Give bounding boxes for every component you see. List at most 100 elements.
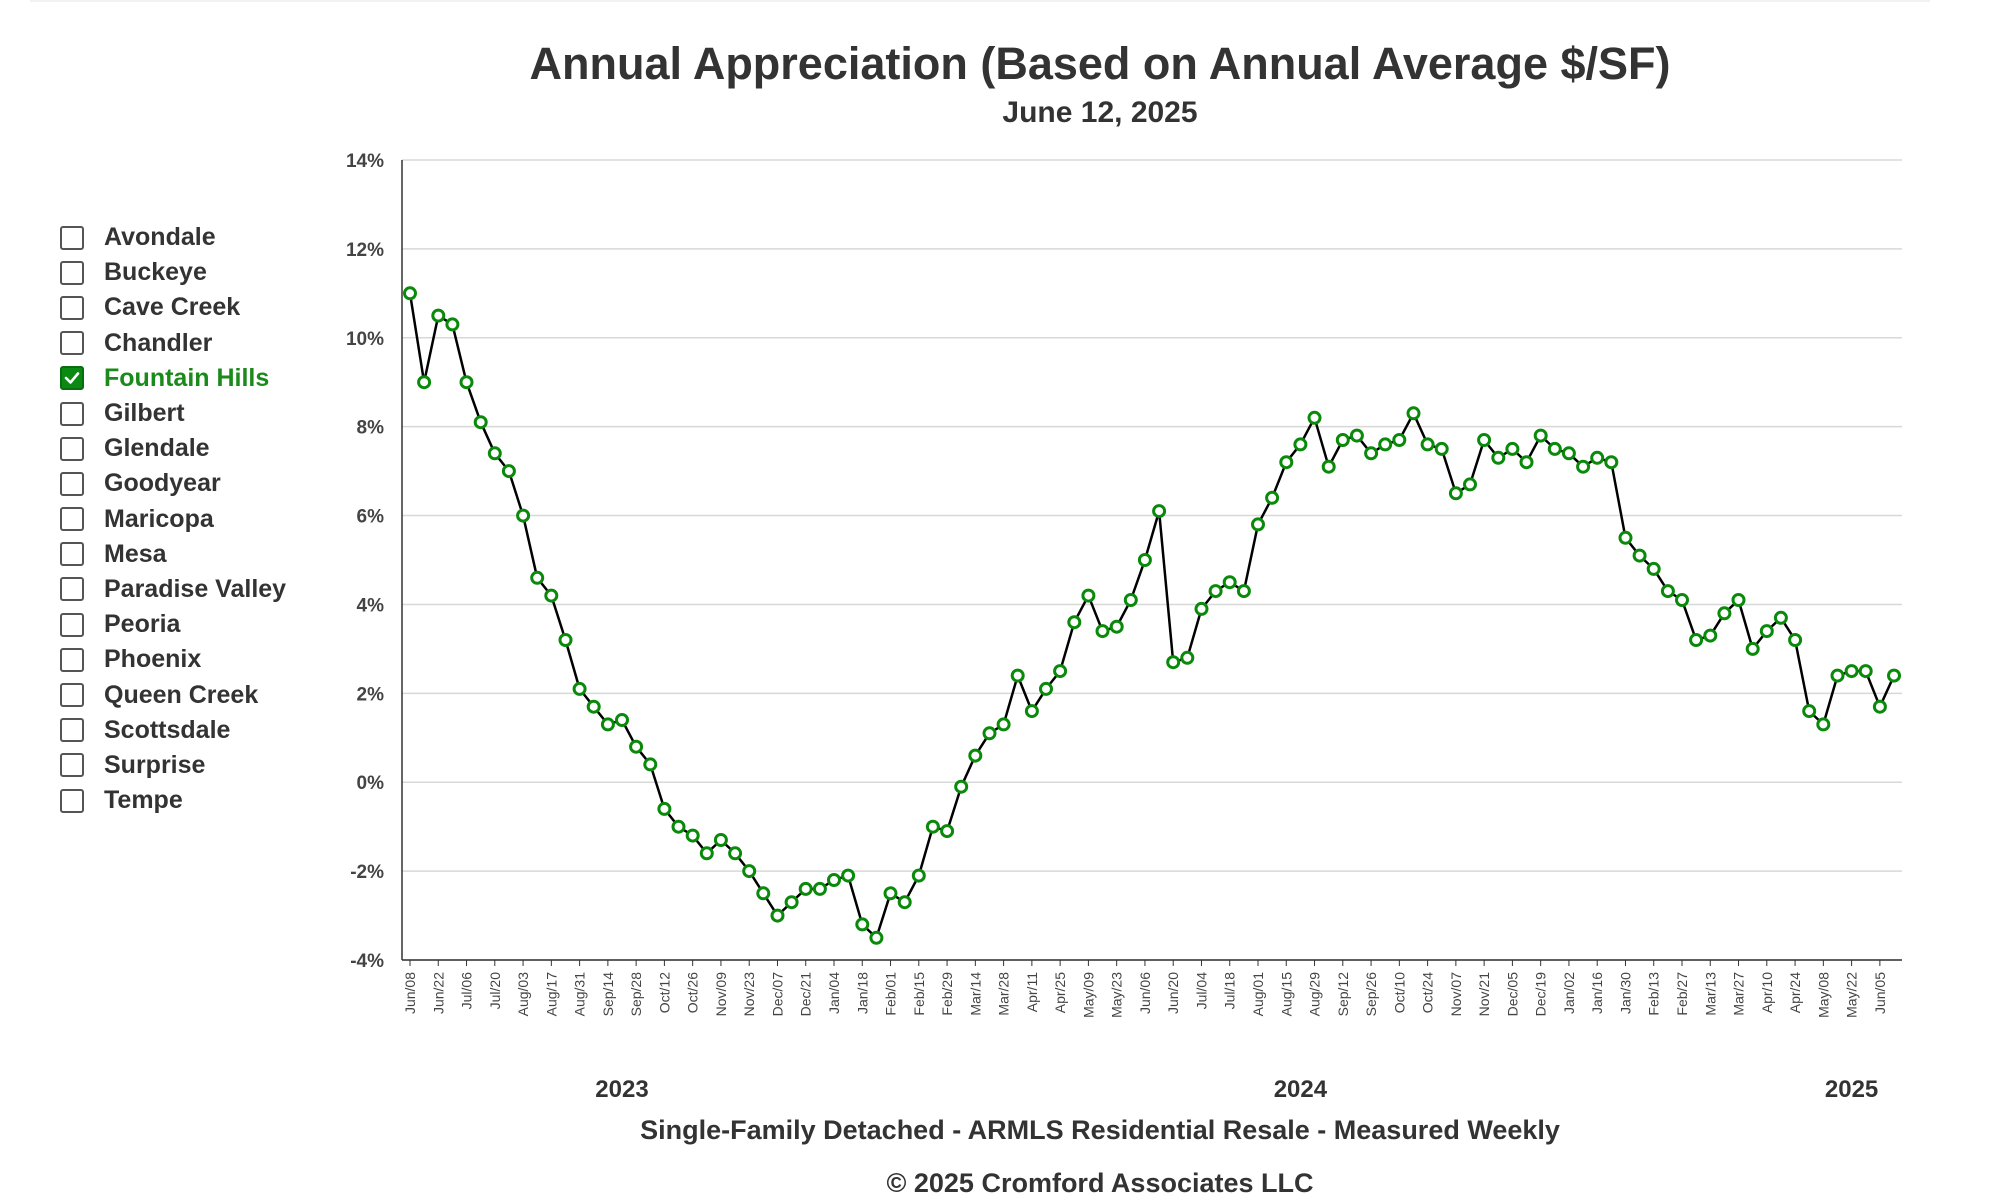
data-point [473, 415, 488, 430]
legend-label: Avondale [104, 223, 216, 252]
legend-checkbox[interactable] [60, 683, 84, 708]
legend-checkbox[interactable] [60, 542, 84, 567]
legend-item-buckeye[interactable]: Buckeye [60, 255, 320, 290]
x-tick-label: Jan/18 [854, 972, 870, 1014]
legend-item-scottsdale[interactable]: Scottsdale [60, 713, 320, 748]
data-point [1307, 410, 1322, 425]
data-point [1265, 490, 1280, 505]
data-point [940, 824, 955, 839]
x-tick-label: Oct/24 [1420, 972, 1436, 1013]
data-point [1392, 433, 1407, 447]
data-point [1604, 455, 1619, 470]
legend-item-glendale[interactable]: Glendale [60, 431, 320, 466]
data-point [1675, 593, 1689, 607]
x-tick-label: Apr/11 [1024, 972, 1040, 1012]
data-point [1123, 593, 1138, 607]
legend-item-chandler[interactable]: Chandler [60, 326, 320, 361]
x-tick-label: Sep/28 [628, 972, 644, 1017]
x-tick-label: May/23 [1109, 972, 1125, 1018]
data-point [1788, 633, 1803, 647]
x-tick-label: Mar/27 [1731, 972, 1747, 1016]
legend-checkbox[interactable] [60, 471, 84, 496]
data-point [445, 317, 460, 332]
legend-checkbox[interactable] [60, 718, 84, 743]
data-point [996, 717, 1011, 732]
data-point [1731, 593, 1746, 607]
city-legend: Avondale Buckeye Cave Creek Chandler Fountai… [60, 220, 320, 818]
x-tick-label: Nov/21 [1476, 972, 1492, 1017]
data-point [1279, 455, 1294, 470]
data-point [1081, 588, 1096, 603]
data-point [1887, 668, 1901, 683]
legend-checkbox[interactable] [60, 647, 84, 672]
data-point [1590, 450, 1605, 465]
data-point [1477, 433, 1492, 447]
legend-item-phoenix[interactable]: Phoenix [60, 642, 320, 677]
x-tick-label: Dec/19 [1533, 972, 1549, 1017]
x-tick-label: Dec/21 [798, 972, 814, 1017]
data-point [685, 828, 700, 843]
legend-checkbox[interactable] [60, 401, 84, 426]
x-tick-label: Jun/05 [1872, 972, 1888, 1014]
data-point [728, 846, 743, 861]
series-fountain-hills[interactable] [403, 286, 1901, 945]
legend-item-mesa[interactable]: Mesa [60, 537, 320, 572]
data-point [1053, 664, 1068, 679]
legend-label: Glendale [104, 434, 210, 463]
x-tick-label: Jun/22 [430, 972, 446, 1014]
x-tick-label: Feb/27 [1674, 972, 1690, 1016]
x-tick-label: Jan/04 [826, 972, 842, 1014]
data-point [1236, 584, 1251, 599]
data-point [1632, 548, 1647, 563]
data-point [1095, 624, 1110, 639]
y-axis: -4% -2% 0% 2% 4% 6% 8% 10% 12% 14% [346, 151, 403, 972]
legend-checkbox[interactable] [60, 507, 84, 532]
series-line [408, 293, 1896, 940]
legend-checkbox[interactable] [60, 612, 84, 637]
data-point [1576, 459, 1591, 474]
data-point [699, 846, 714, 861]
legend-checkbox[interactable] [60, 366, 84, 391]
legend-label: Mesa [104, 539, 167, 568]
legend-checkbox[interactable] [60, 753, 84, 778]
x-tick-label: Jun/20 [1165, 972, 1181, 1014]
legend-checkbox[interactable] [60, 225, 84, 250]
data-point [1335, 433, 1350, 447]
legend-item-paradise-valley[interactable]: Paradise Valley [60, 572, 320, 607]
data-point [1745, 641, 1760, 656]
x-tick-label: Sep/26 [1363, 972, 1379, 1017]
legend-item-gilbert[interactable]: Gilbert [60, 396, 320, 431]
legend-item-queen-creek[interactable]: Queen Creek [60, 677, 320, 712]
data-point [487, 446, 502, 461]
data-point [855, 917, 870, 932]
legend-checkbox[interactable] [60, 260, 84, 285]
legend-checkbox[interactable] [60, 788, 84, 813]
data-point [1618, 530, 1633, 545]
data-point [530, 570, 545, 585]
data-point [643, 757, 658, 772]
data-point [1717, 606, 1732, 621]
data-point [770, 908, 785, 923]
data-point [1194, 601, 1209, 616]
legend-item-maricopa[interactable]: Maricopa [60, 502, 320, 537]
legend-checkbox[interactable] [60, 331, 84, 356]
data-point [671, 819, 686, 834]
data-point [1039, 681, 1053, 696]
legend-item-cave-creek[interactable]: Cave Creek [60, 290, 320, 325]
legend-item-fountain-hills[interactable]: Fountain Hills [60, 361, 320, 396]
legend-item-tempe[interactable]: Tempe [60, 783, 320, 818]
legend-item-peoria[interactable]: Peoria [60, 607, 320, 642]
legend-checkbox[interactable] [60, 577, 84, 602]
legend-item-goodyear[interactable]: Goodyear [60, 466, 320, 501]
legend-checkbox[interactable] [60, 295, 84, 320]
y-tick-label: 2% [357, 684, 385, 705]
legend-checkbox[interactable] [60, 436, 84, 461]
year-label: 2023 [595, 1076, 648, 1103]
legend-item-surprise[interactable]: Surprise [60, 748, 320, 783]
x-axis: Jun/08 Jun/22 Jul/06 Jul/20 Aug/03 Aug/17 Aug/… [402, 959, 1902, 1103]
data-point [925, 819, 940, 834]
data-point [501, 464, 516, 479]
data-point [1293, 437, 1308, 452]
legend-item-avondale[interactable]: Avondale [60, 220, 320, 255]
x-tick-label: May/09 [1080, 972, 1096, 1018]
